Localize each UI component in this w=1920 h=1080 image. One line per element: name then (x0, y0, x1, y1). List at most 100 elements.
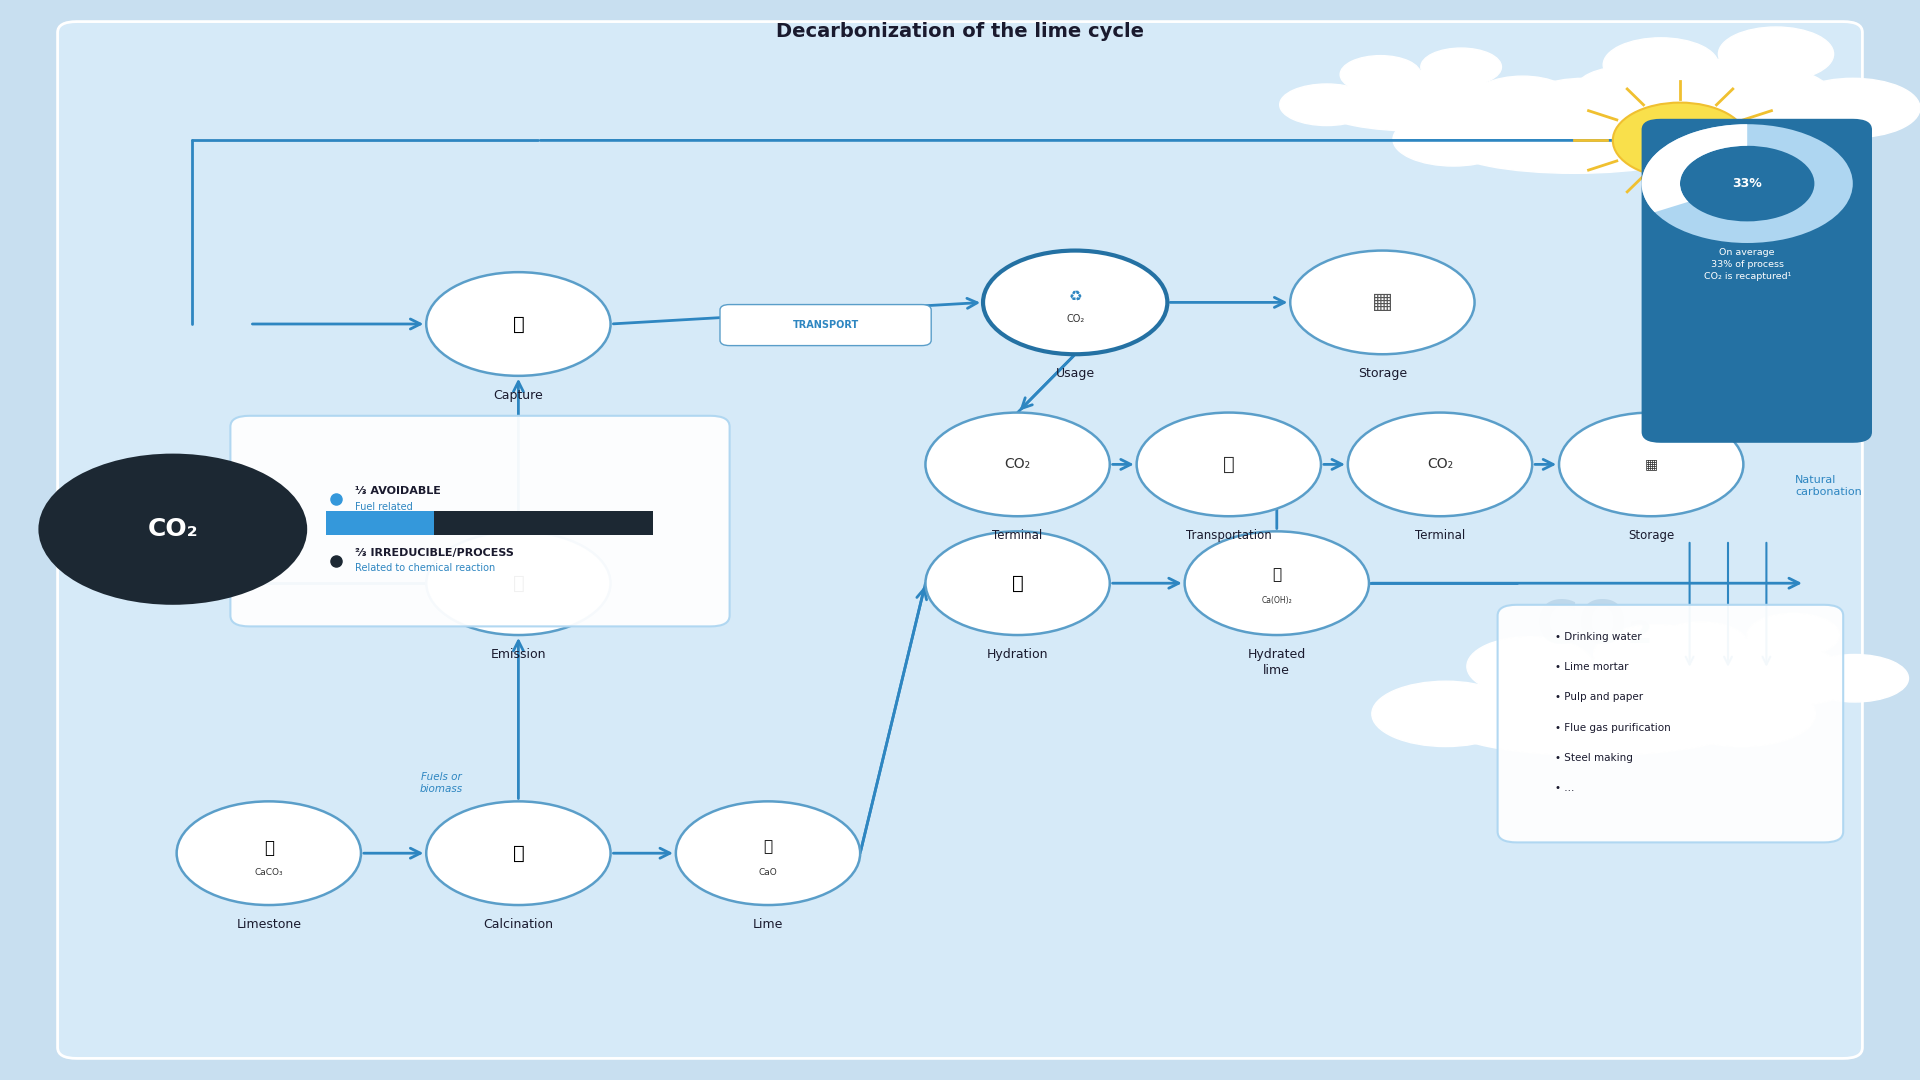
Wedge shape (1642, 124, 1853, 243)
Ellipse shape (1517, 78, 1651, 138)
Text: Ca(OH)₂: Ca(OH)₂ (1261, 596, 1292, 605)
Text: Capture: Capture (493, 389, 543, 402)
Ellipse shape (1453, 124, 1695, 173)
FancyBboxPatch shape (720, 305, 931, 346)
Text: Fuel related: Fuel related (355, 501, 413, 512)
Circle shape (925, 531, 1110, 635)
Text: Storage: Storage (1357, 367, 1407, 380)
Ellipse shape (1467, 660, 1720, 743)
Text: • Pulp and paper: • Pulp and paper (1555, 692, 1644, 702)
Text: 🏭: 🏭 (513, 314, 524, 334)
Text: Usage: Usage (1056, 367, 1094, 380)
Ellipse shape (1603, 59, 1834, 135)
Ellipse shape (1584, 92, 1853, 146)
Circle shape (1613, 103, 1747, 178)
Text: Related to chemical reaction: Related to chemical reaction (355, 563, 495, 573)
FancyBboxPatch shape (1498, 605, 1843, 842)
Text: CaO: CaO (758, 868, 778, 877)
Ellipse shape (1747, 613, 1839, 657)
Ellipse shape (1574, 66, 1678, 114)
Text: CO₂: CO₂ (1534, 598, 1653, 654)
FancyBboxPatch shape (1642, 119, 1872, 443)
Circle shape (983, 251, 1167, 354)
Ellipse shape (1667, 681, 1816, 746)
Text: Decarbonization of the lime cycle: Decarbonization of the lime cycle (776, 22, 1144, 41)
Text: ⅓ AVOIDABLE: ⅓ AVOIDABLE (355, 486, 442, 497)
Ellipse shape (1636, 112, 1757, 166)
Text: On average
33% of process
CO₂ is recaptured¹: On average 33% of process CO₂ is recaptu… (1703, 248, 1791, 281)
Text: Fuels or
biomass: Fuels or biomass (420, 772, 463, 794)
Ellipse shape (1446, 697, 1741, 756)
Ellipse shape (1392, 112, 1513, 166)
Ellipse shape (1471, 96, 1678, 163)
Text: 🪨: 🪨 (263, 839, 275, 856)
FancyBboxPatch shape (434, 511, 653, 535)
Text: ⛏: ⛏ (764, 839, 772, 854)
Circle shape (1348, 413, 1532, 516)
Text: • Drinking water: • Drinking water (1555, 632, 1642, 642)
Text: CO₂: CO₂ (1066, 313, 1085, 324)
FancyBboxPatch shape (326, 511, 434, 535)
Text: 33%: 33% (1732, 177, 1763, 190)
Text: CO₂: CO₂ (1427, 458, 1453, 471)
Text: • Steel making: • Steel making (1555, 753, 1634, 762)
FancyBboxPatch shape (230, 416, 730, 626)
Circle shape (1185, 531, 1369, 635)
Text: ⛰: ⛰ (1273, 567, 1281, 582)
Text: CO₂: CO₂ (148, 517, 198, 541)
Ellipse shape (1603, 38, 1718, 92)
Text: ⛴: ⛴ (1223, 455, 1235, 474)
Ellipse shape (1469, 84, 1563, 125)
Text: Natural
carbonation: Natural carbonation (1795, 475, 1862, 497)
Ellipse shape (1340, 70, 1501, 123)
Text: • ...: • ... (1555, 783, 1574, 793)
FancyBboxPatch shape (58, 22, 1862, 1058)
Text: ▦: ▦ (1373, 293, 1392, 312)
Text: Emission: Emission (492, 648, 545, 661)
Text: Hydration: Hydration (987, 648, 1048, 661)
Text: Hydrated
lime: Hydrated lime (1248, 648, 1306, 677)
Text: TRANSPORT: TRANSPORT (793, 320, 858, 330)
Text: Storage: Storage (1628, 529, 1674, 542)
Text: Transportation: Transportation (1187, 529, 1271, 542)
Text: Lime: Lime (753, 918, 783, 931)
Text: ⅔ IRREDUCIBLE/PROCESS: ⅔ IRREDUCIBLE/PROCESS (355, 548, 515, 558)
Ellipse shape (1718, 27, 1834, 81)
Ellipse shape (1327, 93, 1515, 131)
Ellipse shape (1371, 681, 1519, 746)
Text: ▦: ▦ (1645, 458, 1657, 471)
Ellipse shape (1467, 637, 1594, 696)
Circle shape (426, 272, 611, 376)
Circle shape (426, 531, 611, 635)
Circle shape (1559, 413, 1743, 516)
Text: • Flue gas purification: • Flue gas purification (1555, 723, 1670, 732)
Text: Terminal: Terminal (1415, 529, 1465, 542)
Text: ♻: ♻ (1068, 289, 1083, 305)
Ellipse shape (1786, 78, 1920, 138)
Ellipse shape (1340, 55, 1421, 94)
Ellipse shape (1655, 622, 1747, 665)
Ellipse shape (1801, 654, 1908, 702)
Text: 🔥: 🔥 (513, 843, 524, 863)
Circle shape (925, 413, 1110, 516)
Wedge shape (1642, 124, 1747, 212)
Text: CaCO₃: CaCO₃ (255, 868, 282, 877)
Circle shape (177, 801, 361, 905)
Ellipse shape (1594, 624, 1720, 685)
Ellipse shape (1640, 665, 1855, 708)
Ellipse shape (1471, 76, 1574, 124)
Text: Calcination: Calcination (484, 918, 553, 931)
Ellipse shape (1655, 639, 1839, 700)
Circle shape (676, 801, 860, 905)
Ellipse shape (1586, 654, 1693, 702)
Circle shape (426, 801, 611, 905)
Circle shape (1290, 251, 1475, 354)
Ellipse shape (1421, 48, 1501, 85)
Circle shape (38, 454, 307, 605)
Circle shape (1137, 413, 1321, 516)
Text: 🏭: 🏭 (513, 573, 524, 593)
Text: Limestone: Limestone (236, 918, 301, 931)
Text: CO₂: CO₂ (1004, 458, 1031, 471)
Text: Terminal: Terminal (993, 529, 1043, 542)
Text: 💧: 💧 (1012, 573, 1023, 593)
